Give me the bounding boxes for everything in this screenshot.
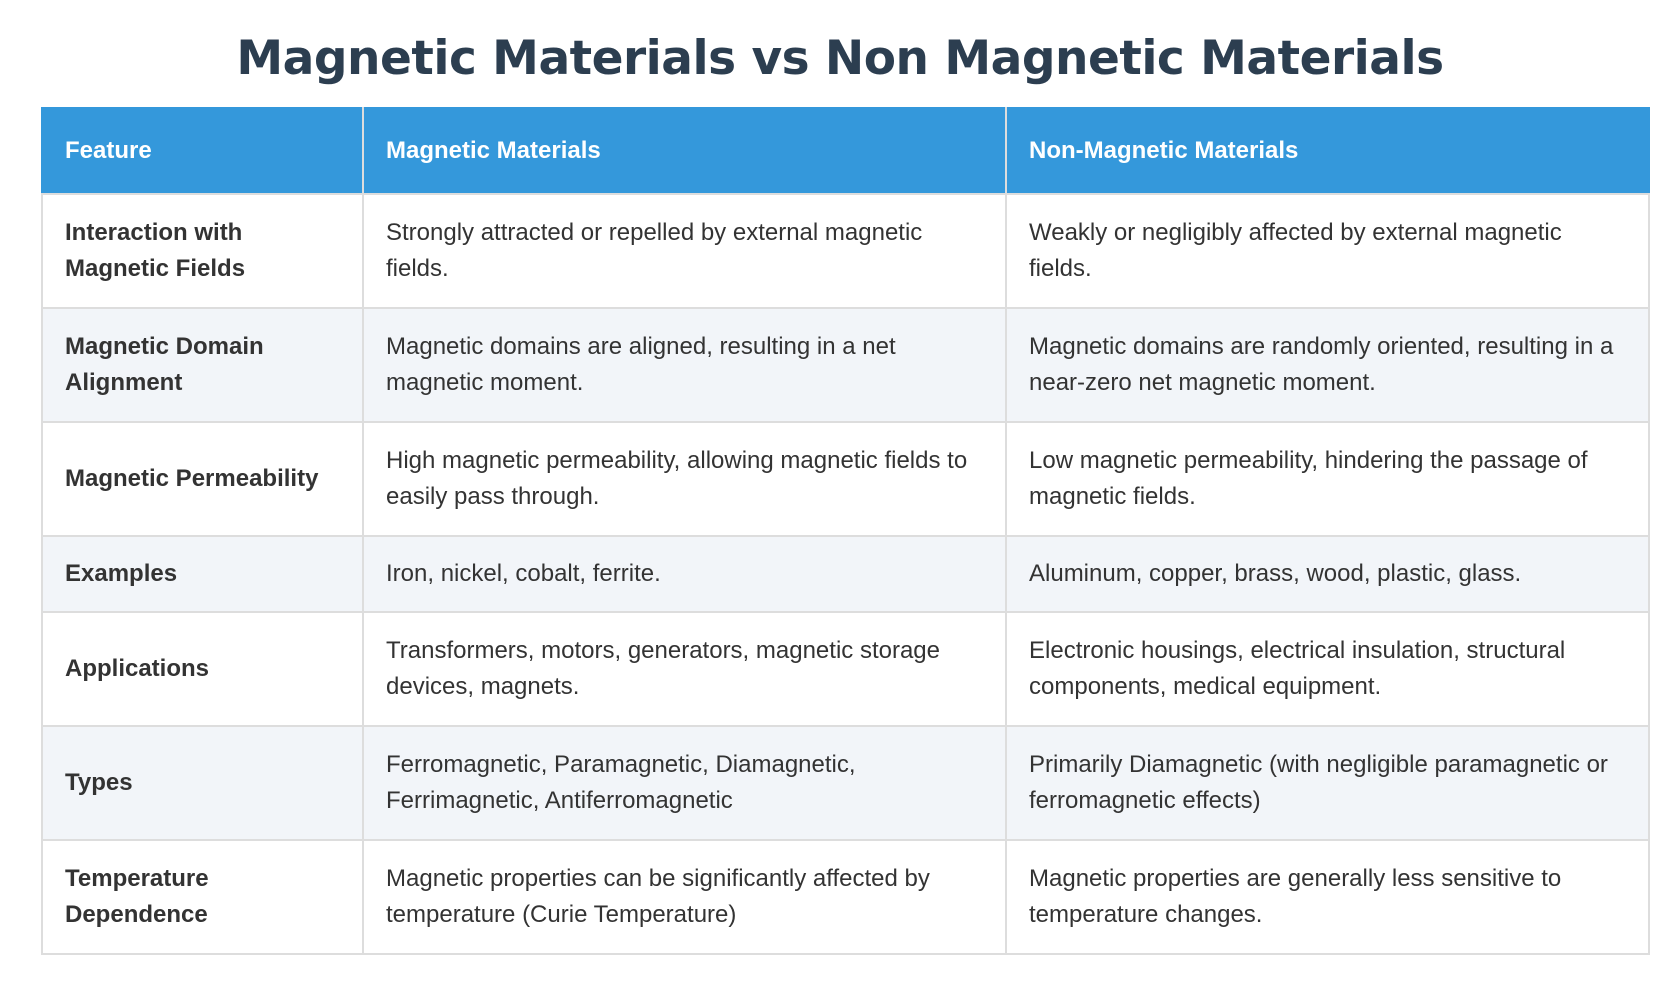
magnetic-cell: High magnetic permeability, allowing mag… bbox=[362, 421, 1007, 537]
header-row: Feature Magnetic Materials Non-Magnetic … bbox=[41, 107, 1650, 195]
non-magnetic-cell: Magnetic domains are randomly oriented, … bbox=[1005, 307, 1650, 423]
magnetic-cell: Transformers, motors, generators, magnet… bbox=[362, 611, 1007, 727]
header-feature: Feature bbox=[41, 107, 364, 195]
header-non-magnetic-materials: Non-Magnetic Materials bbox=[1005, 107, 1650, 195]
table-row: Interaction with Magnetic Fields Strongl… bbox=[41, 193, 1650, 309]
feature-cell: Interaction with Magnetic Fields bbox=[41, 193, 364, 309]
table-row: Magnetic Permeability High magnetic perm… bbox=[41, 421, 1650, 537]
feature-cell: Types bbox=[41, 725, 364, 841]
table-row: Magnetic Domain Alignment Magnetic domai… bbox=[41, 307, 1650, 423]
magnetic-cell: Magnetic properties can be significantly… bbox=[362, 839, 1007, 955]
table-row: Types Ferromagnetic, Paramagnetic, Diama… bbox=[41, 725, 1650, 841]
page-title: Magnetic Materials vs Non Magnetic Mater… bbox=[236, 31, 1444, 86]
non-magnetic-cell: Weakly or negligibly affected by externa… bbox=[1005, 193, 1650, 309]
non-magnetic-cell: Magnetic properties are generally less s… bbox=[1005, 839, 1650, 955]
non-magnetic-cell: Aluminum, copper, brass, wood, plastic, … bbox=[1005, 535, 1650, 613]
feature-cell: Examples bbox=[41, 535, 364, 613]
feature-cell: Magnetic Domain Alignment bbox=[41, 307, 364, 423]
magnetic-cell: Strongly attracted or repelled by extern… bbox=[362, 193, 1007, 309]
comparison-table: Feature Magnetic Materials Non-Magnetic … bbox=[41, 107, 1650, 955]
header-magnetic-materials: Magnetic Materials bbox=[362, 107, 1007, 195]
table-body: Interaction with Magnetic Fields Strongl… bbox=[41, 193, 1650, 955]
feature-cell: Temperature Dependence bbox=[41, 839, 364, 955]
table-row: Applications Transformers, motors, gener… bbox=[41, 611, 1650, 727]
table-row: Examples Iron, nickel, cobalt, ferrite. … bbox=[41, 535, 1650, 613]
feature-cell: Applications bbox=[41, 611, 364, 727]
magnetic-cell: Magnetic domains are aligned, resulting … bbox=[362, 307, 1007, 423]
non-magnetic-cell: Low magnetic permeability, hindering the… bbox=[1005, 421, 1650, 537]
non-magnetic-cell: Electronic housings, electrical insulati… bbox=[1005, 611, 1650, 727]
feature-cell: Magnetic Permeability bbox=[41, 421, 364, 537]
non-magnetic-cell: Primarily Diamagnetic (with negligible p… bbox=[1005, 725, 1650, 841]
table-row: Temperature Dependence Magnetic properti… bbox=[41, 839, 1650, 955]
table-header: Feature Magnetic Materials Non-Magnetic … bbox=[41, 107, 1650, 195]
magnetic-cell: Iron, nickel, cobalt, ferrite. bbox=[362, 535, 1007, 613]
magnetic-cell: Ferromagnetic, Paramagnetic, Diamagnetic… bbox=[362, 725, 1007, 841]
